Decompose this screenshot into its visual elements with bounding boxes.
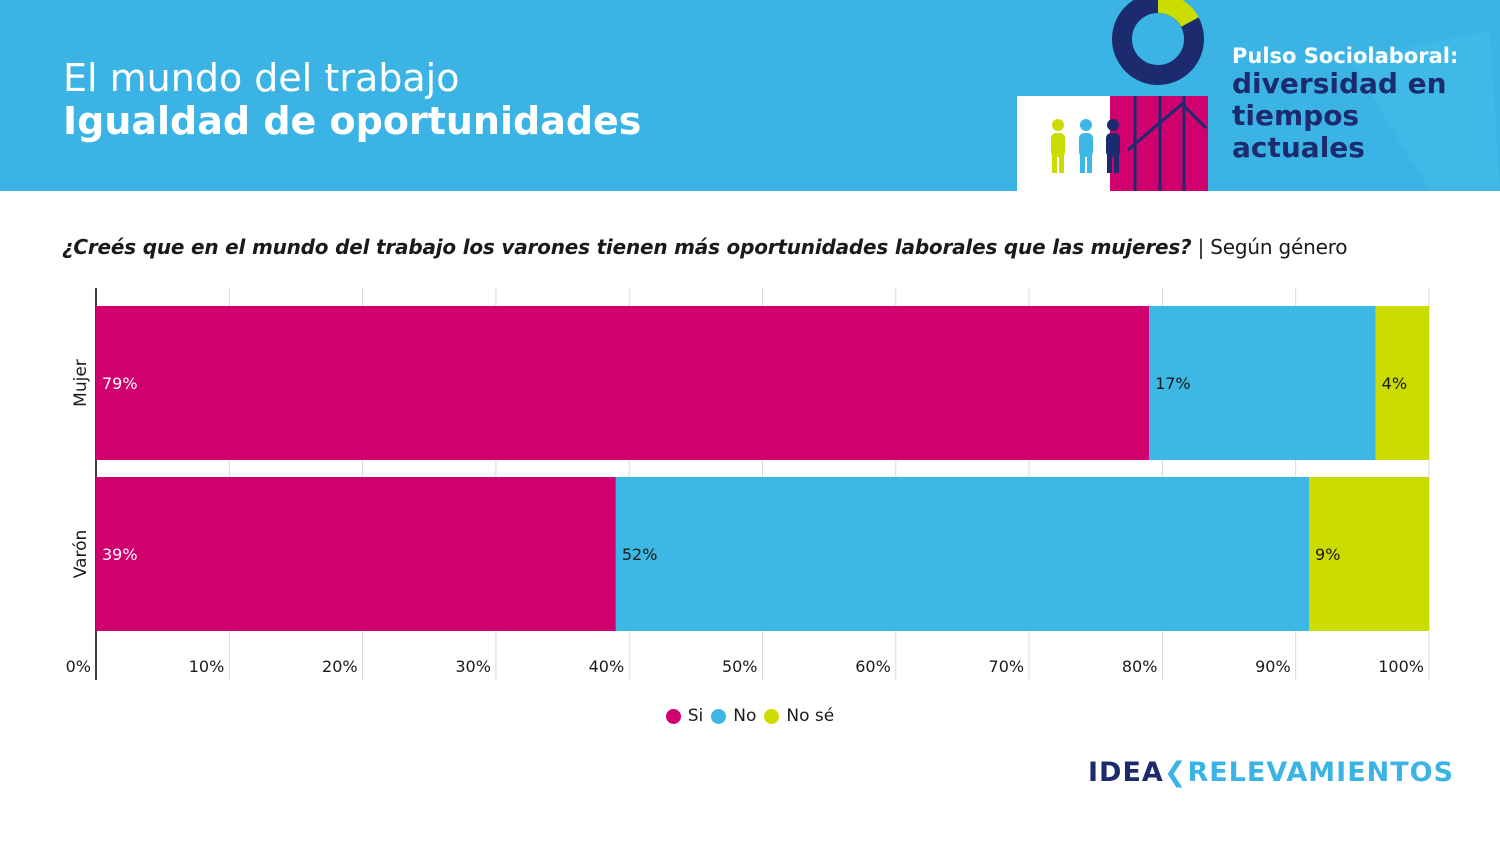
legend-label: Si bbox=[687, 706, 704, 726]
brand-title: Pulso Sociolaboral: bbox=[1232, 44, 1459, 68]
chart-question: ¿Creés que en el mundo del trabajo los v… bbox=[62, 235, 1348, 259]
logo-idea: IDEA bbox=[1088, 757, 1164, 788]
data-label: 9% bbox=[1315, 545, 1340, 564]
data-label: 39% bbox=[102, 545, 138, 564]
brand-illustration bbox=[1017, 0, 1500, 191]
y-category-label: Varón bbox=[71, 530, 91, 579]
footer-logo: IDEA❮RELEVAMIENTOS bbox=[1088, 757, 1454, 788]
page-subtitle: Igualdad de oportunidades bbox=[63, 99, 642, 143]
data-label: 4% bbox=[1382, 374, 1407, 393]
bar-segment bbox=[1309, 477, 1429, 631]
bar-segment bbox=[1149, 306, 1376, 460]
x-tick-label: 80% bbox=[1122, 657, 1158, 676]
bar-segment bbox=[1375, 306, 1429, 460]
data-label: 79% bbox=[102, 374, 138, 393]
legend-item: Si bbox=[665, 706, 704, 726]
stacked-bar-chart: 0% 10% 20% 30% 40% 50% 60% 70% 80% 90% 100% Mujer 79… bbox=[66, 288, 1430, 680]
people-icon bbox=[1051, 119, 1120, 173]
question-text: ¿Creés que en el mundo del trabajo los v… bbox=[62, 235, 1192, 259]
bar-segment bbox=[96, 477, 616, 631]
page-title: El mundo del trabajo bbox=[63, 56, 460, 100]
data-label: 17% bbox=[1155, 374, 1191, 393]
brand-subtitle: diversidad en tiempos actuales bbox=[1232, 67, 1447, 164]
bar-segment bbox=[615, 477, 1310, 631]
legend-label: No bbox=[733, 706, 757, 726]
x-tick-label: 0% bbox=[66, 657, 91, 676]
legend-dot-icon bbox=[711, 708, 727, 724]
x-tick-label: 50% bbox=[722, 657, 758, 676]
legend-dot-icon bbox=[665, 708, 681, 724]
x-tick-label: 100% bbox=[1378, 657, 1424, 676]
question-suffix: | Según género bbox=[1191, 235, 1348, 259]
x-tick-label: 90% bbox=[1255, 657, 1291, 676]
chart-legend: Si No No sé bbox=[0, 706, 1500, 729]
x-tick-label: 40% bbox=[589, 657, 625, 676]
illustration-panel bbox=[1017, 96, 1117, 191]
x-tick-label: 60% bbox=[855, 657, 891, 676]
x-tick-label: 20% bbox=[322, 657, 358, 676]
header-banner: El mundo del trabajo Igualdad de oportun… bbox=[0, 0, 1500, 191]
data-label: 52% bbox=[622, 545, 658, 564]
legend-item: No sé bbox=[764, 706, 834, 726]
logo-relevamientos: RELEVAMIENTOS bbox=[1187, 757, 1455, 788]
legend-label: No sé bbox=[786, 706, 835, 726]
legend-item: No bbox=[711, 706, 756, 726]
x-tick-label: 30% bbox=[455, 657, 491, 676]
logo-chevron-icon: ❮ bbox=[1163, 757, 1188, 788]
x-tick-label: 70% bbox=[989, 657, 1025, 676]
trend-arrow-icon bbox=[1127, 101, 1208, 152]
bar-segment bbox=[96, 306, 1150, 460]
legend-dot-icon bbox=[764, 708, 780, 724]
x-tick-label: 10% bbox=[189, 657, 225, 676]
y-category-label: Mujer bbox=[71, 359, 91, 407]
